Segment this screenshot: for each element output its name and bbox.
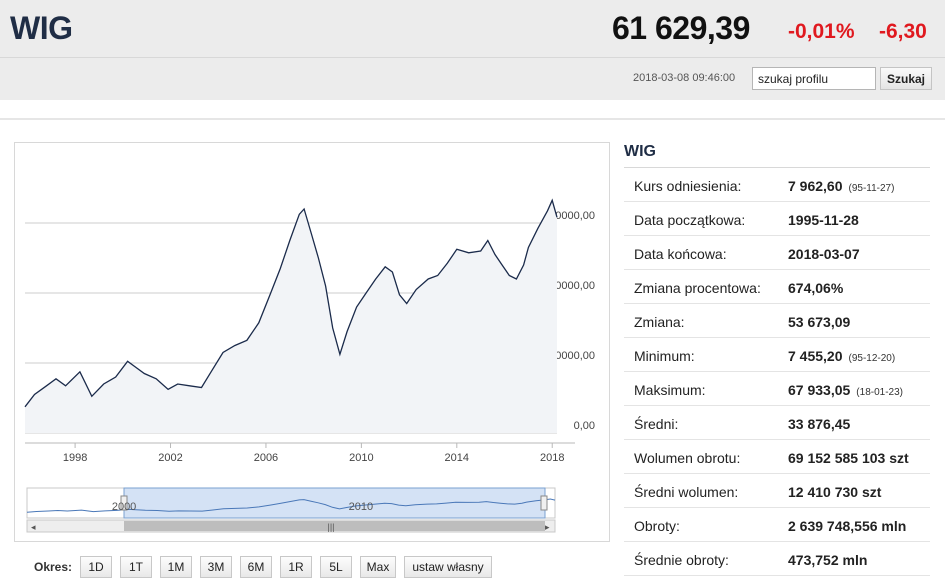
stats-row: Zmiana procentowa: 674,06% (624, 270, 930, 304)
stats-value-text: 1995-11-28 (788, 212, 859, 228)
stats-value: 7 962,60 (95-11-27) (788, 178, 894, 194)
stats-value-date: (95-12-20) (848, 353, 896, 364)
period-6m-button[interactable]: 6M (240, 556, 272, 578)
period-label: Okres: (34, 560, 73, 574)
navigator-handle-right[interactable] (540, 495, 548, 511)
stats-value-text: 2018-03-07 (788, 246, 860, 262)
stats-table: Kurs odniesienia: 7 962,60 (95-11-27) Data … (624, 168, 930, 576)
period-1m-button[interactable]: 1M (160, 556, 192, 578)
price-chart[interactable]: 0,00 20000,00 40000,00 60000,00 1998 2002 2006… (15, 143, 611, 543)
stats-value-text: 69 152 585 103 szt (788, 450, 909, 466)
stats-value: 473,752 mln (788, 552, 867, 568)
stats-title: WIG (624, 140, 930, 168)
navigator-label: 2000 (112, 501, 136, 513)
stats-row: Wolumen obrotu: 69 152 585 103 szt (624, 440, 930, 474)
period-5l-button[interactable]: 5L (320, 556, 352, 578)
header-divider (0, 57, 945, 58)
stats-row: Obroty: 2 639 748,556 mln (624, 508, 930, 542)
stats-value-text: 53 673,09 (788, 314, 851, 330)
stats-value: 2018-03-07 (788, 246, 860, 262)
period-1t-button[interactable]: 1T (120, 556, 152, 578)
stats-label: Obroty: (634, 518, 680, 534)
stats-value-date: (18-01-23) (856, 387, 903, 398)
stats-value: 69 152 585 103 szt (788, 450, 909, 466)
stats-label: Minimum: (634, 348, 695, 364)
stats-value-text: 12 410 730 szt (788, 484, 882, 500)
y-tick-label: 40000,00 (549, 280, 595, 292)
quote-timestamp: 2018-03-08 09:46:00 (633, 72, 736, 84)
stats-label: Maksimum: (634, 382, 706, 398)
navigator-selection[interactable] (123, 487, 546, 519)
stats-value: 53 673,09 (788, 314, 850, 330)
stats-row: Kurs odniesienia: 7 962,60 (95-11-27) (624, 168, 930, 202)
stats-value: 7 455,20 (95-12-20) (788, 348, 895, 364)
scroll-right-icon[interactable]: ▸ (545, 522, 550, 532)
header-bar: WIG 61 629,39 -0,01% -6,30 2018-03-08 09… (0, 0, 945, 100)
y-tick-label: 0,00 (574, 420, 595, 432)
series-area (25, 200, 557, 433)
stats-value-text: 7 455,20 (788, 348, 843, 364)
stats-value: 12 410 730 szt (788, 484, 881, 500)
stats-value-text: 33 876,45 (788, 416, 851, 432)
change-percent: -0,01% (788, 20, 855, 43)
stats-label: Data początkowa: (634, 212, 746, 228)
search-button[interactable]: Szukaj (880, 67, 932, 90)
stats-value: 33 876,45 (788, 416, 850, 432)
scrollbar-grip-icon: ||| (327, 522, 334, 532)
period-custom-button[interactable]: ustaw własny (404, 556, 492, 578)
stats-row: Średni wolumen: 12 410 730 szt (624, 474, 930, 508)
stats-label: Zmiana procentowa: (634, 280, 761, 296)
stats-label: Średni wolumen: (634, 484, 739, 500)
scroll-left-icon[interactable]: ◂ (31, 522, 36, 532)
x-tick-label: 2018 (540, 452, 564, 464)
x-tick-label: 1998 (63, 452, 87, 464)
period-1d-button[interactable]: 1D (80, 556, 112, 578)
stats-value-text: 674,06% (788, 280, 844, 296)
stats-value: 674,06% (788, 280, 843, 296)
stats-row: Data początkowa: 1995-11-28 (624, 202, 930, 236)
stats-row: Zmiana: 53 673,09 (624, 304, 930, 338)
x-tick-label: 2010 (349, 452, 373, 464)
index-title: WIG (10, 10, 73, 46)
y-tick-label: 20000,00 (549, 350, 595, 362)
index-price: 61 629,39 (612, 10, 750, 46)
period-3m-button[interactable]: 3M (200, 556, 232, 578)
stats-label: Wolumen obrotu: (634, 450, 741, 466)
stats-value: 2 639 748,556 mln (788, 518, 906, 534)
series-line (24, 198, 558, 408)
period-max-button[interactable]: Max (360, 556, 396, 578)
chart-panel: 0,00 20000,00 40000,00 60000,00 1998 2002 2006… (14, 142, 610, 542)
stats-value-text: 67 933,05 (788, 382, 851, 398)
stats-value-date: (95-11-27) (848, 183, 895, 194)
navigator-handle-left[interactable] (120, 495, 128, 511)
period-1r-button[interactable]: 1R (280, 556, 312, 578)
y-tick-label: 60000,00 (549, 210, 595, 222)
stats-row: Maksimum: 67 933,05 (18-01-23) (624, 372, 930, 406)
x-tick-label: 2002 (158, 452, 182, 464)
stats-label: Zmiana: (634, 314, 685, 330)
stats-row: Minimum: 7 455,20 (95-12-20) (624, 338, 930, 372)
navigator-label: 2010 (349, 501, 373, 513)
navigator-line (26, 498, 556, 513)
stats-label: Kurs odniesienia: (634, 178, 742, 194)
stats-value-text: 7 962,60 (788, 178, 843, 194)
stats-row: Data końcowa: 2018-03-07 (624, 236, 930, 270)
main-content: 0,00 20000,00 40000,00 60000,00 1998 2002 2006… (0, 118, 945, 581)
stats-value: 67 933,05 (18-01-23) (788, 382, 903, 398)
stats-value: 1995-11-28 (788, 212, 859, 228)
x-tick-label: 2014 (445, 452, 469, 464)
stats-row: Średni: 33 876,45 (624, 406, 930, 440)
profile-search-input[interactable] (752, 67, 876, 90)
stats-value-text: 2 639 748,556 mln (788, 518, 907, 534)
stats-value-text: 473,752 mln (788, 552, 868, 568)
x-tick-label: 2006 (254, 452, 278, 464)
stats-row: Średnie obroty: 473,752 mln (624, 542, 930, 576)
stats-label: Średnie obroty: (634, 552, 729, 568)
scrollbar-thumb[interactable] (124, 521, 545, 531)
change-absolute: -6,30 (879, 20, 927, 43)
stats-label: Data końcowa: (634, 246, 727, 262)
stats-label: Średni: (634, 416, 679, 432)
stats-panel: WIG Kurs odniesienia: 7 962,60 (95-11-27) D… (624, 140, 930, 576)
